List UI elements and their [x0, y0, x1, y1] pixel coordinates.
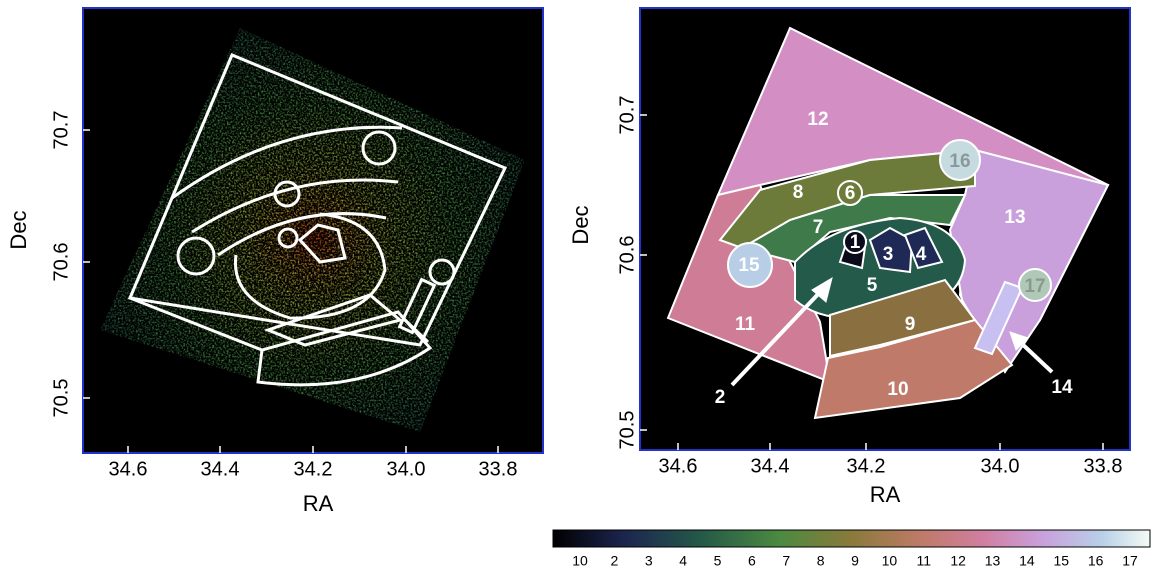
x-tick-label: 34.0 — [981, 455, 1020, 477]
y-tick-label: 70.7 — [616, 96, 638, 135]
colorbar-label: 13 — [985, 553, 1001, 569]
region-label: 11 — [735, 314, 756, 335]
y-tick-label: 70.7 — [50, 111, 72, 150]
region-label: 16 — [949, 151, 970, 172]
x-tick-label: 33.8 — [479, 458, 518, 480]
region-label: 7 — [813, 217, 824, 238]
region-label: 3 — [883, 244, 894, 265]
y-tick-label: 70.6 — [616, 236, 638, 275]
colorbar-label: 3 — [645, 553, 653, 569]
y-tick-label: 70.5 — [50, 379, 72, 418]
region-label: 4 — [916, 244, 927, 265]
region-label: 9 — [905, 314, 916, 335]
colorbar-label: 17 — [1122, 553, 1138, 569]
region-label: 14 — [1051, 377, 1073, 398]
x-tick-label: 33.8 — [1084, 455, 1123, 477]
region-map — [666, 26, 1110, 420]
colorbar-label: 12 — [950, 553, 966, 569]
region-label: 8 — [793, 182, 804, 203]
colorbar-label: 10 — [572, 553, 588, 569]
region-label: 17 — [1024, 276, 1045, 297]
x-tick-label: 34.0 — [387, 458, 426, 480]
x-axis-label: RA — [870, 482, 901, 507]
x-tick-label: 34.6 — [109, 458, 148, 480]
region-label: 6 — [845, 183, 856, 204]
ticks — [640, 114, 1104, 450]
y-axis-label: Dec — [6, 210, 31, 249]
region-label: 12 — [807, 109, 828, 130]
colorbar-label: 6 — [748, 553, 756, 569]
region-label: 13 — [1004, 207, 1025, 228]
left-panel: 34.6 34.4 34.2 34.0 33.8 70.7 70.6 70.5 … — [6, 7, 544, 516]
colorbar-label: 14 — [1019, 553, 1035, 569]
y-tick-label: 70.6 — [50, 243, 72, 282]
colorbar: 10 2 3 4 5 6 7 8 9 10 11 12 13 14 15 16 17 — [552, 529, 1151, 569]
region-label: 5 — [867, 275, 878, 296]
region-label: 1 — [850, 232, 861, 253]
colorbar-label: 11 — [916, 553, 931, 569]
colorbar-label: 9 — [851, 553, 859, 569]
region-label: 10 — [887, 379, 908, 400]
x-tick-label: 34.6 — [659, 455, 698, 477]
region-outlines — [127, 53, 508, 387]
colorbar-label: 8 — [817, 553, 825, 569]
y-tick-label: 70.5 — [616, 411, 638, 450]
x-tick-label: 34.4 — [201, 458, 240, 480]
colorbar-gradient — [552, 529, 1151, 548]
arrows — [730, 276, 1054, 387]
colorbar-label: 2 — [610, 553, 618, 569]
region-label: 2 — [715, 387, 726, 408]
x-tick-label: 34.2 — [294, 458, 333, 480]
right-panel: 1 2 3 4 5 6 7 8 9 10 11 12 13 14 15 16 1… — [568, 7, 1131, 507]
colorbar-label: 16 — [1088, 553, 1104, 569]
colorbar-label: 4 — [679, 553, 687, 569]
x-tick-label: 34.4 — [751, 455, 790, 477]
colorbar-label: 5 — [714, 553, 722, 569]
x-axis-label: RA — [303, 491, 334, 516]
x-tick-label: 34.2 — [847, 455, 886, 477]
colorbar-label: 7 — [782, 553, 790, 569]
colorbar-label: 15 — [1053, 553, 1069, 569]
colorbar-label: 10 — [882, 553, 898, 569]
ticks — [83, 129, 499, 453]
region-label: 15 — [738, 255, 760, 276]
y-axis-label: Dec — [568, 205, 593, 244]
